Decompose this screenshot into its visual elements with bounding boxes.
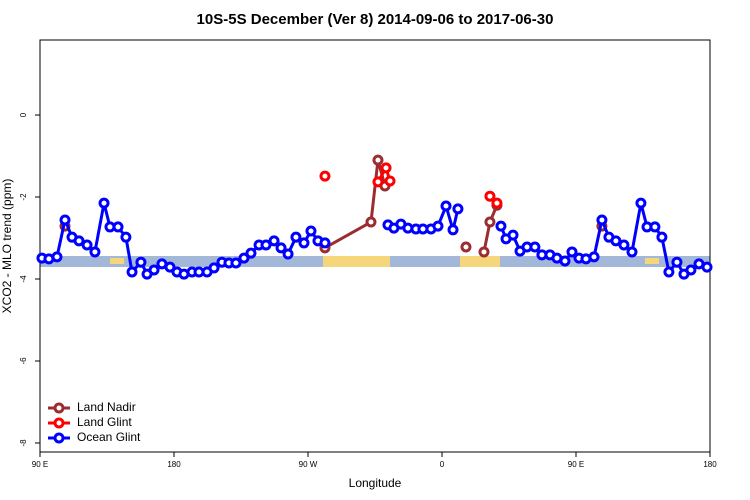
legend-label: Ocean Glint: [77, 430, 141, 444]
x-tick-label: 180: [703, 460, 717, 469]
point: [120, 231, 132, 243]
point: [290, 231, 302, 243]
point: [238, 252, 250, 264]
point: [59, 214, 71, 226]
series-line: [376, 164, 498, 205]
point: [365, 216, 377, 228]
x-tick-label: 90 E: [32, 460, 48, 469]
point: [384, 175, 396, 187]
point: [588, 251, 600, 263]
legend-marker: [53, 432, 65, 444]
point: [245, 247, 257, 259]
point: [440, 200, 452, 212]
point: [671, 256, 683, 268]
land-strip: [110, 258, 124, 264]
point: [452, 203, 464, 215]
y-tick-label: -6: [19, 357, 28, 365]
point: [98, 197, 110, 209]
legend-label: Land Nadir: [77, 400, 136, 414]
point: [73, 235, 85, 247]
y-tick-label: -4: [19, 275, 28, 283]
point: [484, 216, 496, 228]
point: [649, 221, 661, 233]
point: [268, 235, 280, 247]
point: [529, 241, 541, 253]
land-strip: [460, 256, 500, 267]
point: [460, 241, 472, 253]
point: [635, 197, 647, 209]
point: [51, 251, 63, 263]
point: [372, 154, 384, 166]
y-tick-label: -8: [19, 439, 28, 447]
point: [305, 225, 317, 237]
point: [656, 231, 668, 243]
point: [701, 261, 713, 273]
legend-marker: [53, 402, 65, 414]
point: [298, 237, 310, 249]
x-axis-label: Longitude: [349, 476, 402, 490]
y-tick-label: -2: [19, 193, 28, 201]
point: [275, 242, 287, 254]
point: [559, 255, 571, 267]
point: [610, 235, 622, 247]
x-tick-label: 0: [440, 460, 445, 469]
point: [372, 176, 384, 188]
point: [81, 239, 93, 251]
point: [319, 237, 331, 249]
y-axis-label: XCO2 - MLO trend (ppm): [0, 179, 14, 314]
plot-frame: [39, 39, 711, 453]
point: [282, 248, 294, 260]
chart-title: 10S-5S December (Ver 8) 2014-09-06 to 20…: [197, 11, 554, 28]
point: [260, 239, 272, 251]
x-tick-label: 180: [167, 460, 181, 469]
point: [495, 220, 507, 232]
x-tick-label: 90 W: [299, 460, 318, 469]
point: [112, 221, 124, 233]
point: [135, 256, 147, 268]
point: [663, 266, 675, 278]
point: [164, 261, 176, 273]
point: [484, 190, 496, 202]
point: [447, 224, 459, 236]
point: [507, 229, 519, 241]
legend-marker: [53, 417, 65, 429]
point: [626, 246, 638, 258]
series-line: [325, 160, 602, 252]
land-strip: [323, 256, 390, 267]
point: [380, 162, 392, 174]
point: [148, 264, 160, 276]
point: [126, 266, 138, 278]
point: [478, 246, 490, 258]
point: [432, 220, 444, 232]
point: [230, 257, 242, 269]
point: [618, 239, 630, 251]
map-strip: [40, 256, 710, 267]
point: [491, 197, 503, 209]
point: [596, 214, 608, 226]
point: [89, 246, 101, 258]
point: [685, 264, 697, 276]
land-strip: [645, 258, 659, 264]
point: [208, 262, 220, 274]
point: [566, 246, 578, 258]
point: [319, 170, 331, 182]
legend-label: Land Glint: [77, 415, 132, 429]
y-tick-label: 0: [19, 112, 28, 117]
x-tick-label: 90 E: [568, 460, 584, 469]
